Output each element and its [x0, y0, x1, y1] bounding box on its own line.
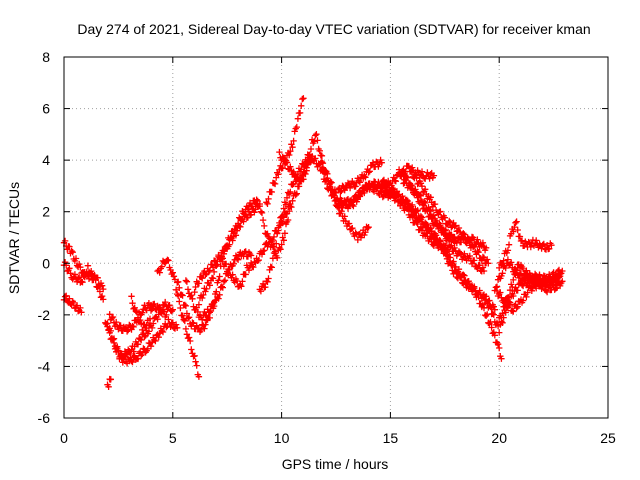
- plus-markers: [493, 256, 564, 290]
- x-tick-label: 15: [383, 430, 399, 446]
- y-tick-label: 2: [42, 204, 50, 220]
- data-points: [60, 95, 566, 390]
- chart-title: Day 274 of 2021, Sidereal Day-to-day VTE…: [77, 21, 590, 37]
- series-track-31: [493, 256, 564, 290]
- series-track-16: [263, 95, 307, 207]
- plus-markers: [491, 278, 566, 315]
- x-axis-label: GPS time / hours: [282, 456, 389, 472]
- series-track-25: [395, 166, 459, 245]
- x-tick-label: 10: [274, 430, 290, 446]
- plus-markers: [409, 167, 492, 267]
- plus-markers: [104, 375, 114, 390]
- x-tick-label: 0: [60, 430, 68, 446]
- series-track-7: [104, 375, 114, 390]
- plus-markers: [395, 166, 459, 245]
- series-track-5: [104, 316, 181, 367]
- plus-markers: [154, 256, 203, 380]
- series-track-29: [496, 218, 555, 272]
- plus-markers: [128, 293, 157, 334]
- y-tick-label: -6: [38, 410, 51, 426]
- y-tick-label: -2: [38, 307, 51, 323]
- y-tick-label: 8: [42, 49, 50, 65]
- series-track-9: [154, 256, 203, 380]
- series-track-30: [491, 278, 566, 315]
- plus-markers: [496, 218, 555, 272]
- series-track-26: [409, 167, 492, 267]
- series-track-19: [335, 156, 385, 196]
- series-track-24: [400, 196, 505, 362]
- grid-lines: [64, 57, 608, 418]
- y-tick-label: 0: [42, 255, 50, 271]
- plus-markers: [400, 196, 505, 362]
- x-tick-label: 5: [169, 430, 177, 446]
- series-track-8: [128, 293, 157, 334]
- x-tick-label: 25: [600, 430, 616, 446]
- y-tick-label: 4: [42, 152, 50, 168]
- plus-markers: [191, 200, 294, 296]
- plus-markers: [263, 95, 307, 207]
- y-axis-label: SDTVAR / TECUs: [6, 182, 22, 294]
- plot-frame: [63, 56, 609, 419]
- axis-ticks: 0 5 10 15 20 25 -6 -4 -2 0 2 4 6 8: [38, 49, 616, 446]
- x-tick-label: 20: [491, 430, 507, 446]
- plus-markers: [335, 156, 385, 196]
- y-tick-label: -4: [38, 358, 51, 374]
- y-tick-label: 6: [42, 101, 50, 117]
- plus-markers: [104, 316, 181, 367]
- series-track-13: [191, 200, 294, 296]
